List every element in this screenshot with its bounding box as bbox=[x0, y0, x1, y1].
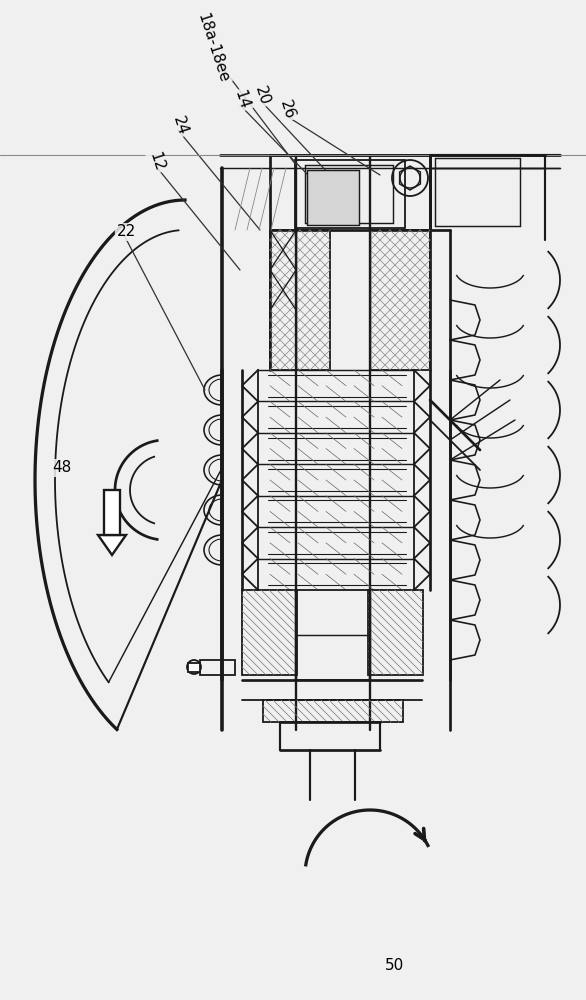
Bar bbox=[435, 158, 520, 226]
Text: 48: 48 bbox=[52, 460, 71, 476]
Bar bbox=[305, 165, 393, 223]
Text: 12: 12 bbox=[147, 151, 167, 173]
Text: 24: 24 bbox=[170, 115, 190, 137]
Bar bbox=[242, 590, 297, 675]
Bar bbox=[295, 160, 405, 228]
Text: 22: 22 bbox=[117, 225, 135, 239]
Bar bbox=[200, 660, 235, 675]
Text: 50: 50 bbox=[386, 958, 404, 972]
Bar bbox=[368, 590, 423, 675]
Bar bbox=[270, 155, 430, 230]
Polygon shape bbox=[98, 535, 126, 555]
Bar bbox=[270, 230, 330, 370]
Bar bbox=[307, 170, 359, 225]
Text: 20: 20 bbox=[252, 85, 272, 107]
Bar bbox=[104, 490, 120, 535]
Text: 14: 14 bbox=[232, 89, 252, 111]
Bar bbox=[188, 663, 200, 672]
Bar bbox=[263, 700, 403, 722]
Text: 18a-18ee: 18a-18ee bbox=[195, 11, 231, 85]
Bar bbox=[370, 230, 430, 370]
Text: 26: 26 bbox=[277, 98, 297, 122]
